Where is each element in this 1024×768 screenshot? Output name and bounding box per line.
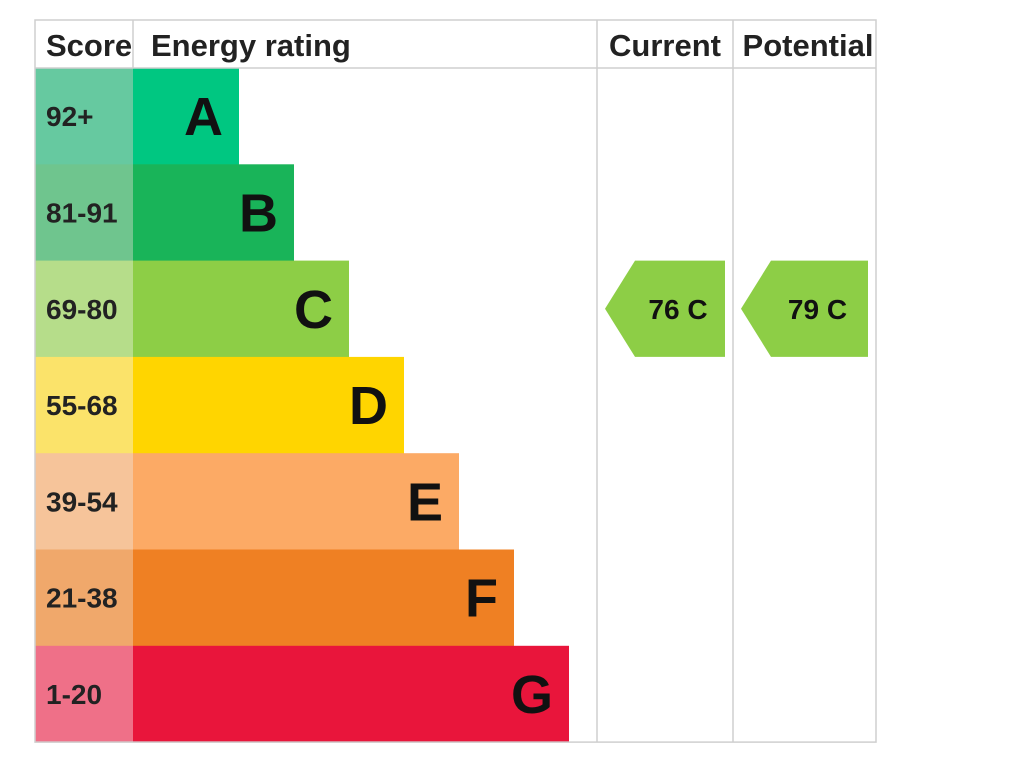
score-cell-f: [35, 549, 133, 647]
score-cell-g: [35, 645, 133, 743]
score-cell-b: [35, 164, 133, 262]
band-bar-a: [133, 68, 239, 165]
band-bar-d: [133, 356, 404, 454]
score-range-b: 81-91: [46, 197, 118, 228]
score-range-c: 69-80: [46, 294, 118, 325]
band-letter-c: C: [294, 280, 333, 340]
score-range-a: 92+: [46, 101, 94, 132]
band-bar-b: [133, 164, 294, 262]
band-letter-a: A: [184, 87, 223, 147]
grid-layer: [34, 19, 877, 743]
band-bar-g: [133, 645, 569, 743]
header-energy-rating: Energy rating: [151, 28, 351, 63]
band-bar-c: [133, 260, 349, 358]
score-cell-d: [35, 356, 133, 454]
band-letter-b: B: [239, 183, 278, 243]
score-range-f: 21-38: [46, 583, 118, 614]
score-cell-c: [35, 260, 133, 358]
band-letter-f: F: [465, 569, 498, 629]
score-range-e: 39-54: [46, 486, 118, 517]
score-range-g: 1-20: [46, 679, 102, 710]
score-range-d: 55-68: [46, 390, 118, 421]
potential-rating-arrow: [741, 260, 868, 357]
chart-border: [34, 19, 877, 743]
current-rating-arrow: [605, 260, 725, 357]
score-cell-e: [35, 453, 133, 550]
band-letter-e: E: [407, 472, 443, 532]
band-letter-g: G: [511, 665, 553, 725]
band-bar-f: [133, 549, 514, 647]
bands-layer: 92+ A 81-91 B 69-80 C 55-68 D 39-54 E 21-38 F 1-20 G: [35, 68, 569, 743]
band-letter-d: D: [349, 376, 388, 436]
potential-rating-label: 79 C: [788, 294, 847, 325]
header-score: Score: [46, 28, 132, 63]
current-rating-label: 76 C: [648, 294, 707, 325]
header-potential: Potential: [743, 28, 874, 63]
band-bar-e: [133, 453, 459, 550]
header-current: Current: [609, 28, 721, 63]
indicator-layer: 76 C 79 C: [605, 260, 868, 357]
score-cell-a: [35, 68, 133, 165]
